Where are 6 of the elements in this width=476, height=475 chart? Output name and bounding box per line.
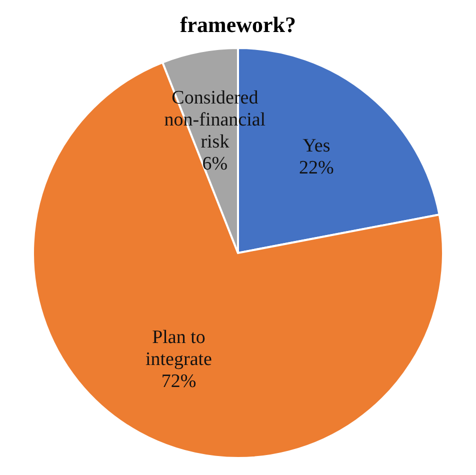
chart-title: framework? <box>180 12 296 37</box>
slice-label: Yes <box>302 136 330 157</box>
data-label: 72% <box>161 371 196 392</box>
slice-label: Plan to integrate <box>146 327 212 370</box>
data-label: 22% <box>298 158 334 179</box>
data-label: 6% <box>202 154 228 175</box>
